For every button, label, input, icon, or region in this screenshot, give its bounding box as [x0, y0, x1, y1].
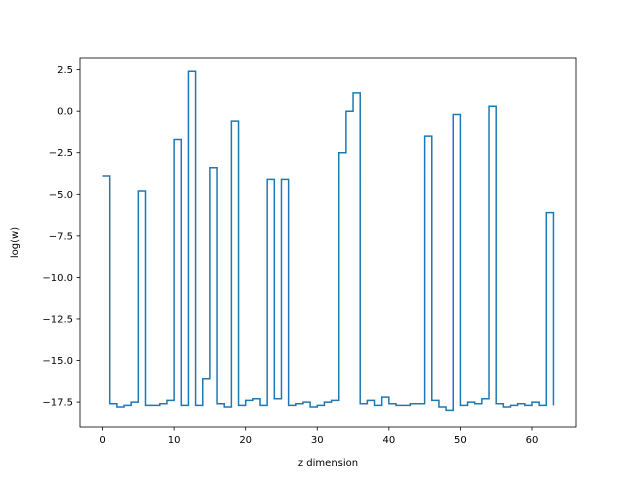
- y-tick-label: −2.5: [49, 148, 73, 159]
- y-tick-label: −15.0: [42, 356, 73, 367]
- y-axis-label: log(w): [10, 227, 21, 258]
- x-axis-label: z dimension: [298, 458, 358, 469]
- y-tick-label: −7.5: [49, 231, 73, 242]
- y-axis-ticks: 2.5 0.0 −2.5 −5.0 −7.5 −10.0 −12.5 −15.0 −17.5: [42, 65, 80, 409]
- y-tick-label: −5.0: [49, 190, 73, 201]
- y-tick-label: 0.0: [57, 107, 73, 118]
- plot-area: [102, 70, 555, 412]
- axes-frame: [79, 57, 577, 428]
- series-line-0: [102, 70, 555, 412]
- y-tick-label: −17.5: [42, 398, 73, 409]
- y-tick-label: −12.5: [42, 314, 73, 325]
- x-tick-label: 20: [239, 435, 252, 446]
- x-tick-label: 0: [99, 435, 105, 446]
- x-tick-label: 40: [382, 435, 395, 446]
- x-tick-label: 50: [454, 435, 467, 446]
- x-tick-label: 60: [526, 435, 539, 446]
- y-tick-label: −10.0: [42, 273, 73, 284]
- x-tick-label: 10: [168, 435, 181, 446]
- x-tick-label: 30: [311, 435, 324, 446]
- x-axis-ticks: 0 10 20 30 40 50 60: [99, 427, 538, 446]
- y-tick-label: 2.5: [57, 65, 73, 76]
